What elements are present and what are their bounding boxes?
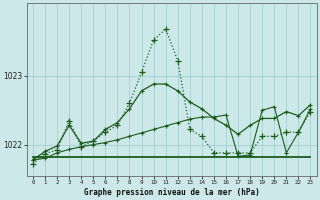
X-axis label: Graphe pression niveau de la mer (hPa): Graphe pression niveau de la mer (hPa)	[84, 188, 260, 197]
